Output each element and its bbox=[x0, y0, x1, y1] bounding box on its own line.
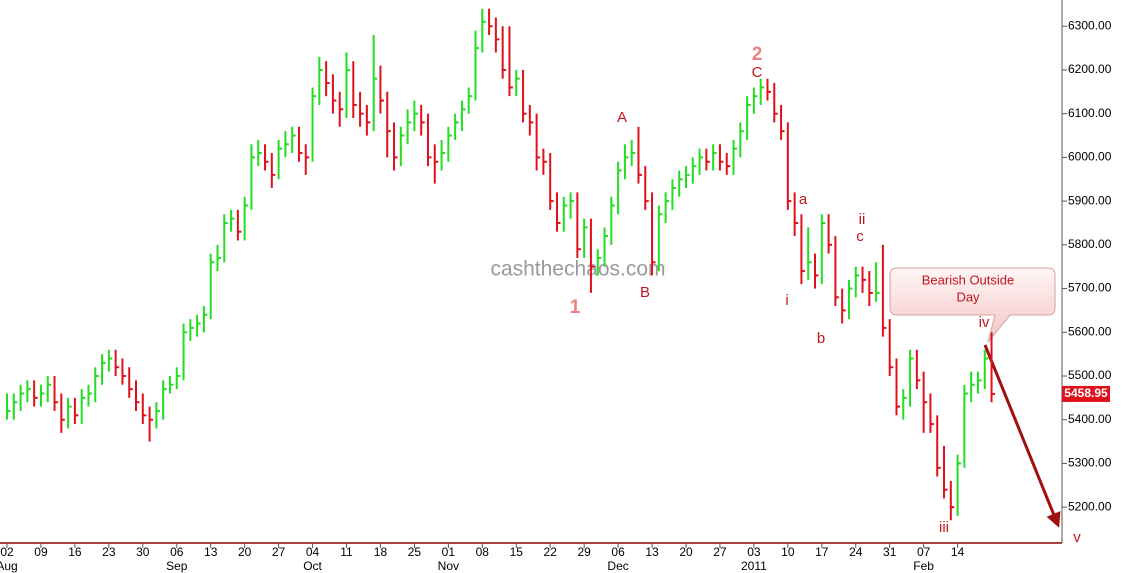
x-tick-label: 22 bbox=[544, 545, 558, 559]
x-tick-label: 03 bbox=[747, 545, 761, 559]
month-label: 2011 bbox=[741, 559, 767, 573]
month-label: Feb bbox=[913, 559, 934, 573]
x-tick-label: 06 bbox=[611, 545, 625, 559]
y-tick-label: 6000.00 bbox=[1068, 150, 1112, 164]
y-tick-label: 5900.00 bbox=[1068, 193, 1112, 207]
x-tick-label: 27 bbox=[272, 545, 286, 559]
x-tick-label: 01 bbox=[442, 545, 456, 559]
x-tick-label: 27 bbox=[713, 545, 727, 559]
x-tick-label: 08 bbox=[476, 545, 490, 559]
last-price-box bbox=[1062, 385, 1110, 402]
wave-label: A bbox=[617, 109, 627, 126]
x-tick-label: 14 bbox=[951, 545, 965, 559]
month-label: Aug bbox=[0, 559, 18, 573]
x-tick-label: 17 bbox=[815, 545, 829, 559]
x-tick-label: 07 bbox=[917, 545, 931, 559]
month-label: Sep bbox=[166, 559, 188, 573]
x-tick-label: 06 bbox=[170, 545, 184, 559]
x-tick-label: 29 bbox=[577, 545, 591, 559]
last-price-label: 5458.95 bbox=[1064, 386, 1108, 400]
callout-box bbox=[889, 267, 1056, 343]
x-tick-label: 24 bbox=[849, 545, 863, 559]
x-tick-label: 04 bbox=[306, 545, 320, 559]
wave-label: ii bbox=[859, 211, 866, 228]
x-tick-label: 13 bbox=[645, 545, 659, 559]
month-label: Nov bbox=[438, 559, 459, 573]
x-tick-label: 10 bbox=[781, 545, 795, 559]
y-tick-label: 5300.00 bbox=[1068, 456, 1112, 470]
x-tick-label: 23 bbox=[102, 545, 116, 559]
wave-label: b bbox=[817, 330, 825, 347]
x-tick-label: 20 bbox=[679, 545, 693, 559]
x-tick-label: 16 bbox=[68, 545, 82, 559]
wave-label: a bbox=[799, 191, 808, 208]
wave-label: i bbox=[785, 292, 788, 309]
y-tick-label: 6200.00 bbox=[1068, 62, 1112, 76]
x-tick-label: 13 bbox=[204, 545, 218, 559]
callout-text: Bearish Outside bbox=[922, 272, 1015, 287]
callout-text: Day bbox=[956, 289, 980, 304]
wave-label: C bbox=[752, 64, 763, 81]
y-tick-label: 5500.00 bbox=[1068, 368, 1112, 382]
x-tick-label: 09 bbox=[34, 545, 48, 559]
wave-label: 1 bbox=[570, 297, 581, 318]
y-tick-label: 5400.00 bbox=[1068, 412, 1112, 426]
y-tick-label: 5200.00 bbox=[1068, 499, 1112, 513]
x-tick-label: 18 bbox=[374, 545, 388, 559]
y-tick-label: 6100.00 bbox=[1068, 106, 1112, 120]
x-tick-label: 31 bbox=[883, 545, 897, 559]
wave-label: iii bbox=[939, 519, 949, 536]
x-tick-label: 02 bbox=[0, 545, 14, 559]
month-label: Oct bbox=[303, 559, 322, 573]
y-tick-label: 5700.00 bbox=[1068, 281, 1112, 295]
wave-label: iv bbox=[979, 314, 990, 331]
x-tick-label: 11 bbox=[340, 545, 353, 559]
y-tick-label: 5600.00 bbox=[1068, 324, 1112, 338]
arrow bbox=[983, 344, 1061, 528]
wave-label: v bbox=[1073, 529, 1081, 546]
wave-label: c bbox=[856, 228, 864, 245]
month-label: Dec bbox=[607, 559, 628, 573]
wave-label: B bbox=[640, 284, 650, 301]
wave-label: 2 bbox=[752, 44, 763, 65]
y-tick-label: 5800.00 bbox=[1068, 237, 1112, 251]
x-tick-label: 25 bbox=[408, 545, 422, 559]
y-tick-label: 6300.00 bbox=[1068, 18, 1112, 32]
x-tick-label: 15 bbox=[510, 545, 524, 559]
watermark: cashthechaos.com bbox=[490, 258, 665, 281]
x-tick-label: 20 bbox=[238, 545, 252, 559]
x-tick-label: 30 bbox=[136, 545, 150, 559]
